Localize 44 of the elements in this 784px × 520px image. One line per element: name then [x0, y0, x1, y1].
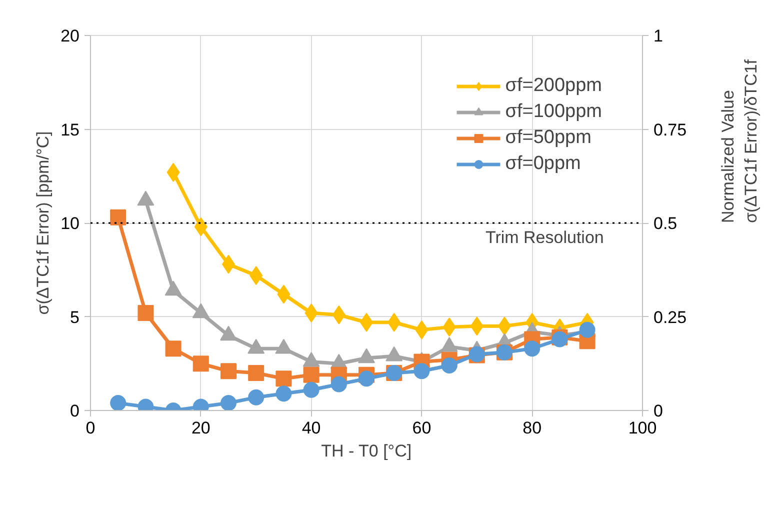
- y2-tick-label: 1: [654, 26, 663, 46]
- y2-axis-title: Normalized Value σ(ΔTC1f Error)/δTC1f: [718, 59, 760, 223]
- point: [220, 363, 236, 380]
- point: [248, 389, 264, 406]
- x-tick-label: 0: [86, 418, 96, 438]
- point: [250, 266, 263, 285]
- legend-label: σf=0ppm: [505, 153, 581, 175]
- point: [524, 340, 540, 357]
- x-tick-label: 100: [628, 418, 657, 438]
- x-tick-label: 40: [302, 418, 321, 438]
- y-tick-label: 5: [70, 308, 80, 327]
- x-axis-title: TH - T0 [°C]: [321, 442, 412, 460]
- ref-line-label: Trim Resolution: [485, 228, 604, 247]
- x-tick-label: 80: [522, 418, 542, 438]
- point: [110, 395, 126, 410]
- point: [303, 382, 320, 398]
- y-tick-label: 20: [60, 26, 80, 46]
- y-tick-label: 15: [60, 120, 80, 140]
- legend-label: σf=100ppm: [505, 101, 602, 123]
- point: [276, 386, 292, 402]
- x-tick-label: 20: [191, 418, 210, 438]
- point: [303, 366, 320, 383]
- y2-tick-label: 0: [654, 402, 663, 420]
- point: [330, 376, 347, 392]
- y2-tick-label: 0.5: [654, 214, 678, 233]
- point: [304, 304, 318, 322]
- point: [441, 358, 458, 374]
- point: [110, 209, 126, 226]
- y-tick-label: 0: [70, 402, 80, 420]
- point: [138, 305, 154, 321]
- y-axis-title: σ(ΔTC1f Error) [ppm/°C]: [34, 131, 53, 315]
- point: [192, 356, 209, 372]
- y2-tick-label: 0.75: [654, 120, 687, 140]
- legend-label: σf=50ppm: [505, 127, 592, 149]
- legend-label: σf=200ppm: [505, 75, 602, 97]
- y-tick-label: 10: [60, 214, 80, 233]
- point: [358, 370, 374, 387]
- point: [220, 395, 236, 410]
- x-tick-label: 60: [412, 418, 432, 438]
- point: [414, 363, 430, 380]
- y2-tick-label: 0.25: [654, 308, 687, 327]
- point: [165, 340, 182, 357]
- point: [276, 370, 292, 387]
- point: [248, 365, 264, 381]
